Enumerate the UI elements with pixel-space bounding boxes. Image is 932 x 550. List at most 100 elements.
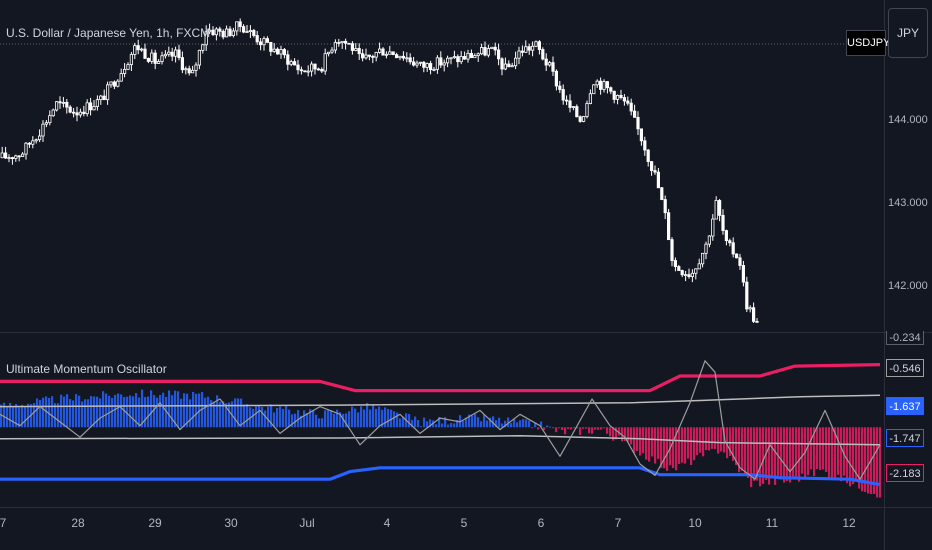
histogram-bar-negative: [774, 427, 777, 485]
candle-body: [72, 111, 76, 114]
candle-body: [99, 95, 103, 101]
oscillator-line: [0, 360, 881, 480]
candle-body: [184, 68, 188, 71]
candle-body: [136, 45, 140, 51]
value-badge: -0.234: [886, 331, 924, 345]
histogram-bar-positive: [435, 424, 438, 428]
candle-body: [486, 48, 491, 56]
candle-body: [190, 69, 195, 74]
candle-body: [146, 58, 150, 62]
candle-body: [548, 62, 552, 66]
histogram-bar-positive: [126, 396, 129, 428]
histogram-bar-positive: [12, 406, 15, 428]
value-badge: -0.546: [886, 359, 924, 377]
histogram-bar-negative: [588, 427, 591, 434]
candle-body: [588, 93, 593, 104]
candle-body: [755, 320, 759, 323]
candle-body: [527, 46, 531, 51]
histogram-bar-positive: [51, 396, 54, 428]
candle-body: [197, 49, 201, 66]
candle-body: [95, 99, 99, 107]
histogram-bar-positive: [72, 400, 75, 428]
histogram-bar-negative: [654, 427, 657, 464]
histogram-bar-negative: [630, 427, 633, 445]
histogram-bar-positive: [366, 402, 369, 428]
histogram-bar-positive: [525, 419, 528, 428]
histogram-bar-negative: [849, 427, 852, 487]
histogram-bar-positive: [132, 396, 135, 428]
histogram-bar-positive: [3, 402, 6, 428]
histogram-bar-negative: [735, 427, 738, 466]
histogram-bar-negative: [738, 427, 741, 473]
candle-body: [558, 85, 562, 90]
histogram-bar-negative: [837, 427, 840, 475]
candle-body: [78, 111, 82, 116]
histogram-bar-negative: [672, 427, 675, 468]
candle-body: [360, 53, 365, 59]
histogram-bar-negative: [585, 427, 588, 429]
candle-body: [180, 57, 184, 71]
histogram-bar-positive: [315, 414, 318, 428]
candle-body: [493, 46, 497, 51]
histogram-bar-positive: [174, 390, 177, 428]
candle-body: [554, 70, 559, 87]
histogram-bar-positive: [117, 393, 120, 428]
histogram-bar-negative: [876, 427, 879, 498]
candle-body: [595, 80, 599, 86]
histogram-bar-positive: [327, 410, 330, 428]
histogram-bar-positive: [534, 423, 537, 428]
candle-body: [89, 102, 93, 111]
histogram-bar-positive: [207, 396, 210, 428]
candle-body: [479, 47, 484, 55]
candle-body: [384, 53, 389, 56]
candle-body: [7, 157, 11, 160]
histogram-bar-positive: [321, 418, 324, 428]
candle-body: [507, 63, 511, 68]
candle-body: [578, 116, 582, 122]
histogram-bar-positive: [147, 396, 150, 428]
candle-body: [646, 149, 650, 162]
candle-body: [316, 68, 321, 71]
histogram-bar-negative: [801, 427, 804, 474]
candle-body: [582, 116, 586, 122]
candle-body: [622, 97, 627, 102]
histogram-bar-positive: [210, 400, 213, 428]
histogram-bar-positive: [24, 407, 27, 428]
candle-body: [466, 52, 470, 60]
candle-body: [41, 123, 45, 137]
histogram-bar-positive: [27, 403, 30, 428]
currency-button[interactable]: JPY: [888, 8, 928, 58]
histogram-bar-positive: [48, 397, 51, 428]
candle-body: [123, 68, 127, 74]
candle-body: [350, 43, 355, 51]
candle-body: [650, 161, 654, 171]
candle-body: [364, 54, 368, 59]
histogram-bar-positive: [462, 421, 465, 428]
histogram-bar-positive: [417, 419, 420, 428]
candle-body: [531, 45, 535, 51]
histogram-bar-negative: [786, 427, 789, 482]
histogram-bar-positive: [99, 398, 102, 428]
candle-body: [735, 253, 739, 259]
histogram-bar-positive: [423, 417, 426, 428]
candle-body: [65, 101, 69, 108]
histogram-bar-positive: [447, 424, 450, 428]
histogram-bar-negative: [825, 427, 828, 472]
histogram-bar-negative: [852, 427, 855, 485]
histogram-bar-positive: [471, 415, 474, 428]
price-tick-label: 143.000: [888, 197, 928, 209]
candle-body: [0, 152, 4, 159]
candle-body: [139, 48, 144, 51]
histogram-bar-positive: [345, 413, 348, 428]
histogram-bar-positive: [219, 401, 222, 428]
candle-body: [636, 116, 640, 130]
histogram-bar-positive: [234, 398, 237, 428]
indicator-title: Ultimate Momentum Oscillator: [6, 362, 167, 376]
histogram-bar-negative: [768, 427, 771, 485]
value-badge: -1.637: [886, 397, 924, 415]
histogram-bar-negative: [651, 427, 654, 457]
histogram-bar-positive: [102, 391, 105, 428]
histogram-bar-positive: [381, 409, 384, 428]
candle-body: [313, 63, 317, 70]
